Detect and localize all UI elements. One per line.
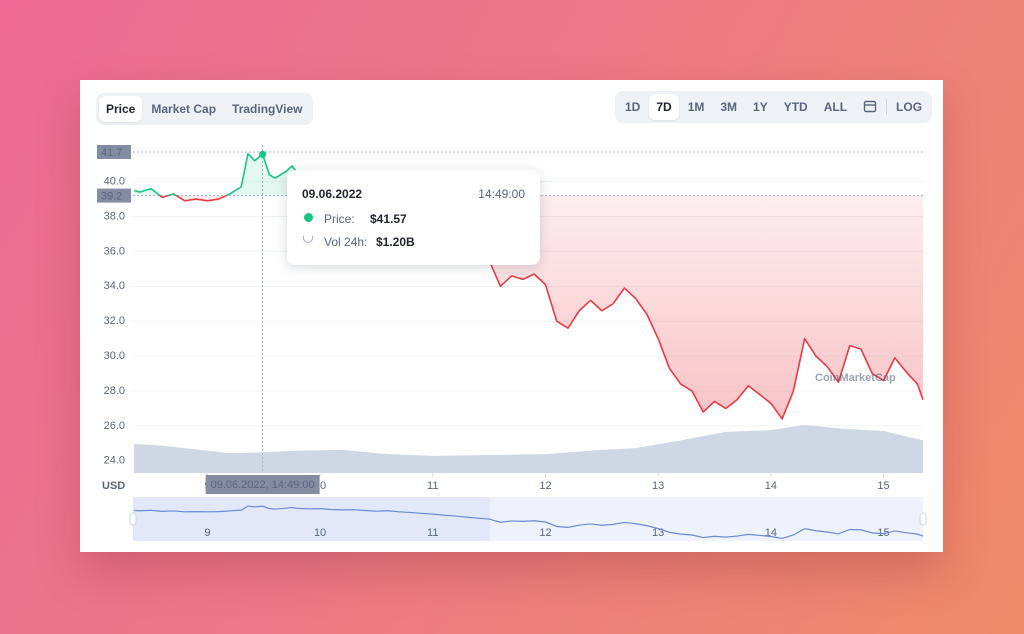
navigator-label: 12: [539, 527, 551, 539]
x-tick-label: 11: [427, 480, 438, 492]
range-button[interactable]: YTD: [783, 100, 808, 114]
tooltip-price: $41.57: [370, 212, 407, 226]
x-tick-label: 14: [765, 480, 777, 492]
price-dot: [304, 213, 313, 222]
range-button[interactable]: 1D: [625, 100, 641, 114]
y-tick-label: 36.0: [104, 245, 125, 257]
y-tick-label: 30.0: [104, 350, 125, 362]
range-button[interactable]: 3M: [720, 100, 738, 114]
navigator-label: 10: [314, 527, 326, 539]
calendar-button[interactable]: [856, 95, 884, 120]
crosshair-badge: [205, 475, 320, 494]
y-tick-label: 34.0: [104, 280, 125, 292]
tab[interactable]: TradingView: [232, 102, 303, 116]
x-tick-label: 12: [539, 480, 551, 492]
tab[interactable]: Market Cap: [151, 102, 217, 116]
range-button[interactable]: 1Y: [753, 100, 768, 114]
range-button[interactable]: 7D: [649, 94, 679, 120]
tooltip-date: 09.06.2022: [302, 187, 363, 201]
y-tick-label: 38.0: [104, 210, 125, 222]
tooltip-volume: $1.20B: [376, 235, 415, 249]
log-button[interactable]: LOG: [896, 100, 923, 114]
axis-badge: [97, 188, 131, 203]
navigator-line: [134, 505, 924, 540]
range-group: 1D 7D 1M 3M 1Y YTD ALL LOG: [615, 91, 933, 123]
axis-badge-label: 39.2: [101, 191, 122, 203]
y-tick-label: 24.0: [104, 455, 125, 467]
navigator-handle: [919, 512, 927, 526]
range-button[interactable]: ALL: [823, 100, 848, 114]
y-tick-label: 32.0: [104, 315, 125, 327]
volume-area: [134, 425, 923, 473]
tab[interactable]: Price: [99, 96, 143, 122]
crosshair-label: 09.06.2022, 14:49:00: [211, 479, 315, 491]
watermark: CoinMarketCap: [815, 372, 896, 384]
price-line: [133, 152, 924, 420]
chart: 24.0 26.0 28.0 30.0 32.0 34.0 36.0 38.0 40.0 USD 9…: [97, 144, 927, 541]
tooltip-price-label: Price:: [324, 212, 355, 226]
x-tick-label: 13: [652, 480, 664, 492]
volume-icon: [303, 236, 313, 243]
x-tick-label: 15: [877, 480, 889, 492]
y-tick-label: 26.0: [104, 420, 125, 432]
y-tick-label: 28.0: [104, 385, 125, 397]
range-button[interactable]: 1M: [687, 100, 705, 114]
navigator-label: 11: [427, 527, 438, 539]
chart-card: Price Market Cap TradingView 1D 7D 1M 3M…: [80, 80, 943, 552]
down-area: [134, 195, 923, 419]
y-tick-label: 40.0: [104, 176, 125, 188]
axis-badge-label: 41.7: [101, 147, 122, 159]
navigator-label: 15: [877, 527, 889, 539]
axis-badge: [97, 144, 131, 159]
calendar-icon: [863, 100, 877, 112]
hover-point: [259, 150, 267, 158]
tooltip-volume-label: Vol 24h:: [324, 235, 368, 249]
tooltip: 09.06.2022 14:49:00 Price: $41.57 Vol 24…: [287, 170, 540, 265]
y-unit-label: USD: [102, 480, 125, 492]
tab-group: Price Market Cap TradingView: [96, 93, 313, 125]
navigator-handle: [129, 512, 137, 526]
tooltip-time: 14:49:00: [478, 187, 525, 201]
divider: [886, 99, 888, 115]
navigator-window: [133, 497, 490, 541]
navigator-label: 9: [204, 527, 210, 539]
